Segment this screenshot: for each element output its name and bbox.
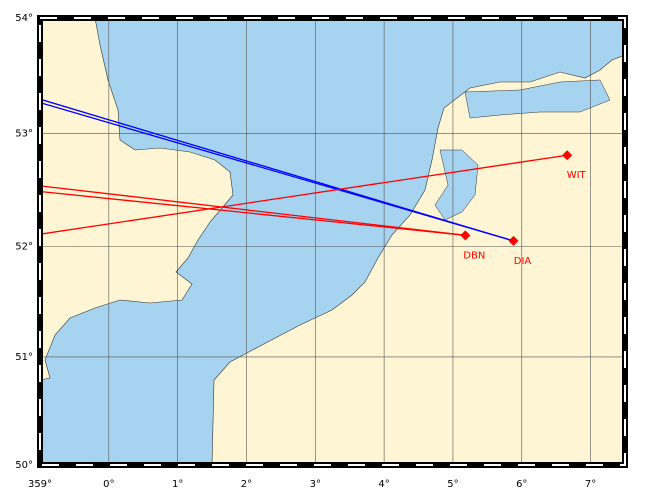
station-marker (562, 150, 573, 161)
track (40, 185, 466, 236)
x-tick-label: 4° (378, 479, 389, 490)
y-tick-label: 51° (15, 352, 33, 363)
tracks (40, 98, 568, 242)
station-label: DBN (463, 250, 485, 261)
ijsselmeer (434, 149, 479, 221)
y-tick-label: 52° (15, 241, 33, 252)
x-tick-label: 359° (28, 479, 52, 490)
x-tick-label: 6° (516, 479, 527, 490)
y-tick-label: 54° (15, 13, 33, 24)
basemap (40, 18, 625, 465)
y-tick-label: 50° (15, 460, 33, 471)
x-tick-label: 3° (310, 479, 321, 490)
x-tick-label: 5° (447, 479, 458, 490)
track (40, 190, 466, 236)
track (40, 102, 514, 242)
station-label: DIA (514, 256, 532, 267)
track (40, 154, 568, 235)
x-tick-label: 1° (172, 479, 183, 490)
x-tick-label: 2° (241, 479, 252, 490)
annotations: 359° 0° 1° 2° 3° 4° 5° 6° 7° 50° 51° 52° 53° 54° DBN DI… (15, 13, 596, 490)
station-marker (508, 235, 519, 246)
england (40, 18, 234, 381)
y-tick-label: 53° (15, 129, 33, 140)
frame-pattern (39, 17, 626, 466)
station-label: WIT (567, 170, 587, 181)
x-tick-label: 7° (585, 479, 596, 490)
x-tick-label: 0° (103, 479, 114, 490)
station-marker (460, 230, 471, 241)
wadden (464, 79, 611, 119)
